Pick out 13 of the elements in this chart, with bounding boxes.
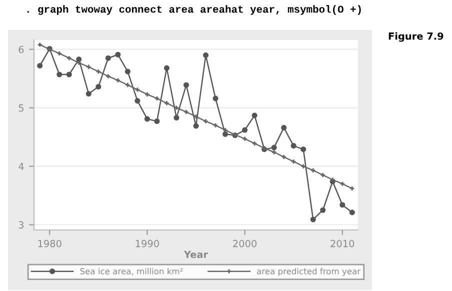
x-tick-label: 1990	[136, 240, 159, 248]
x-axis-title: Year	[184, 250, 208, 258]
legend-label: area predicted from year	[257, 268, 361, 276]
legend-label: Sea ice area, million km²	[80, 268, 183, 276]
text: . graph twoway connect area areahat year, msymbol(O +)	[27, 5, 361, 15]
y-tick-label: 4	[18, 162, 24, 170]
x-tick-label: 2010	[330, 240, 354, 248]
x-tick-label: 2000	[233, 240, 257, 248]
y-tick-label: 6	[18, 46, 24, 54]
caption: Figure 7.9	[388, 32, 444, 42]
y-tick-label: 3	[18, 221, 24, 229]
x-tick-label: 1980	[38, 240, 62, 248]
y-tick-label: 5	[18, 104, 24, 112]
